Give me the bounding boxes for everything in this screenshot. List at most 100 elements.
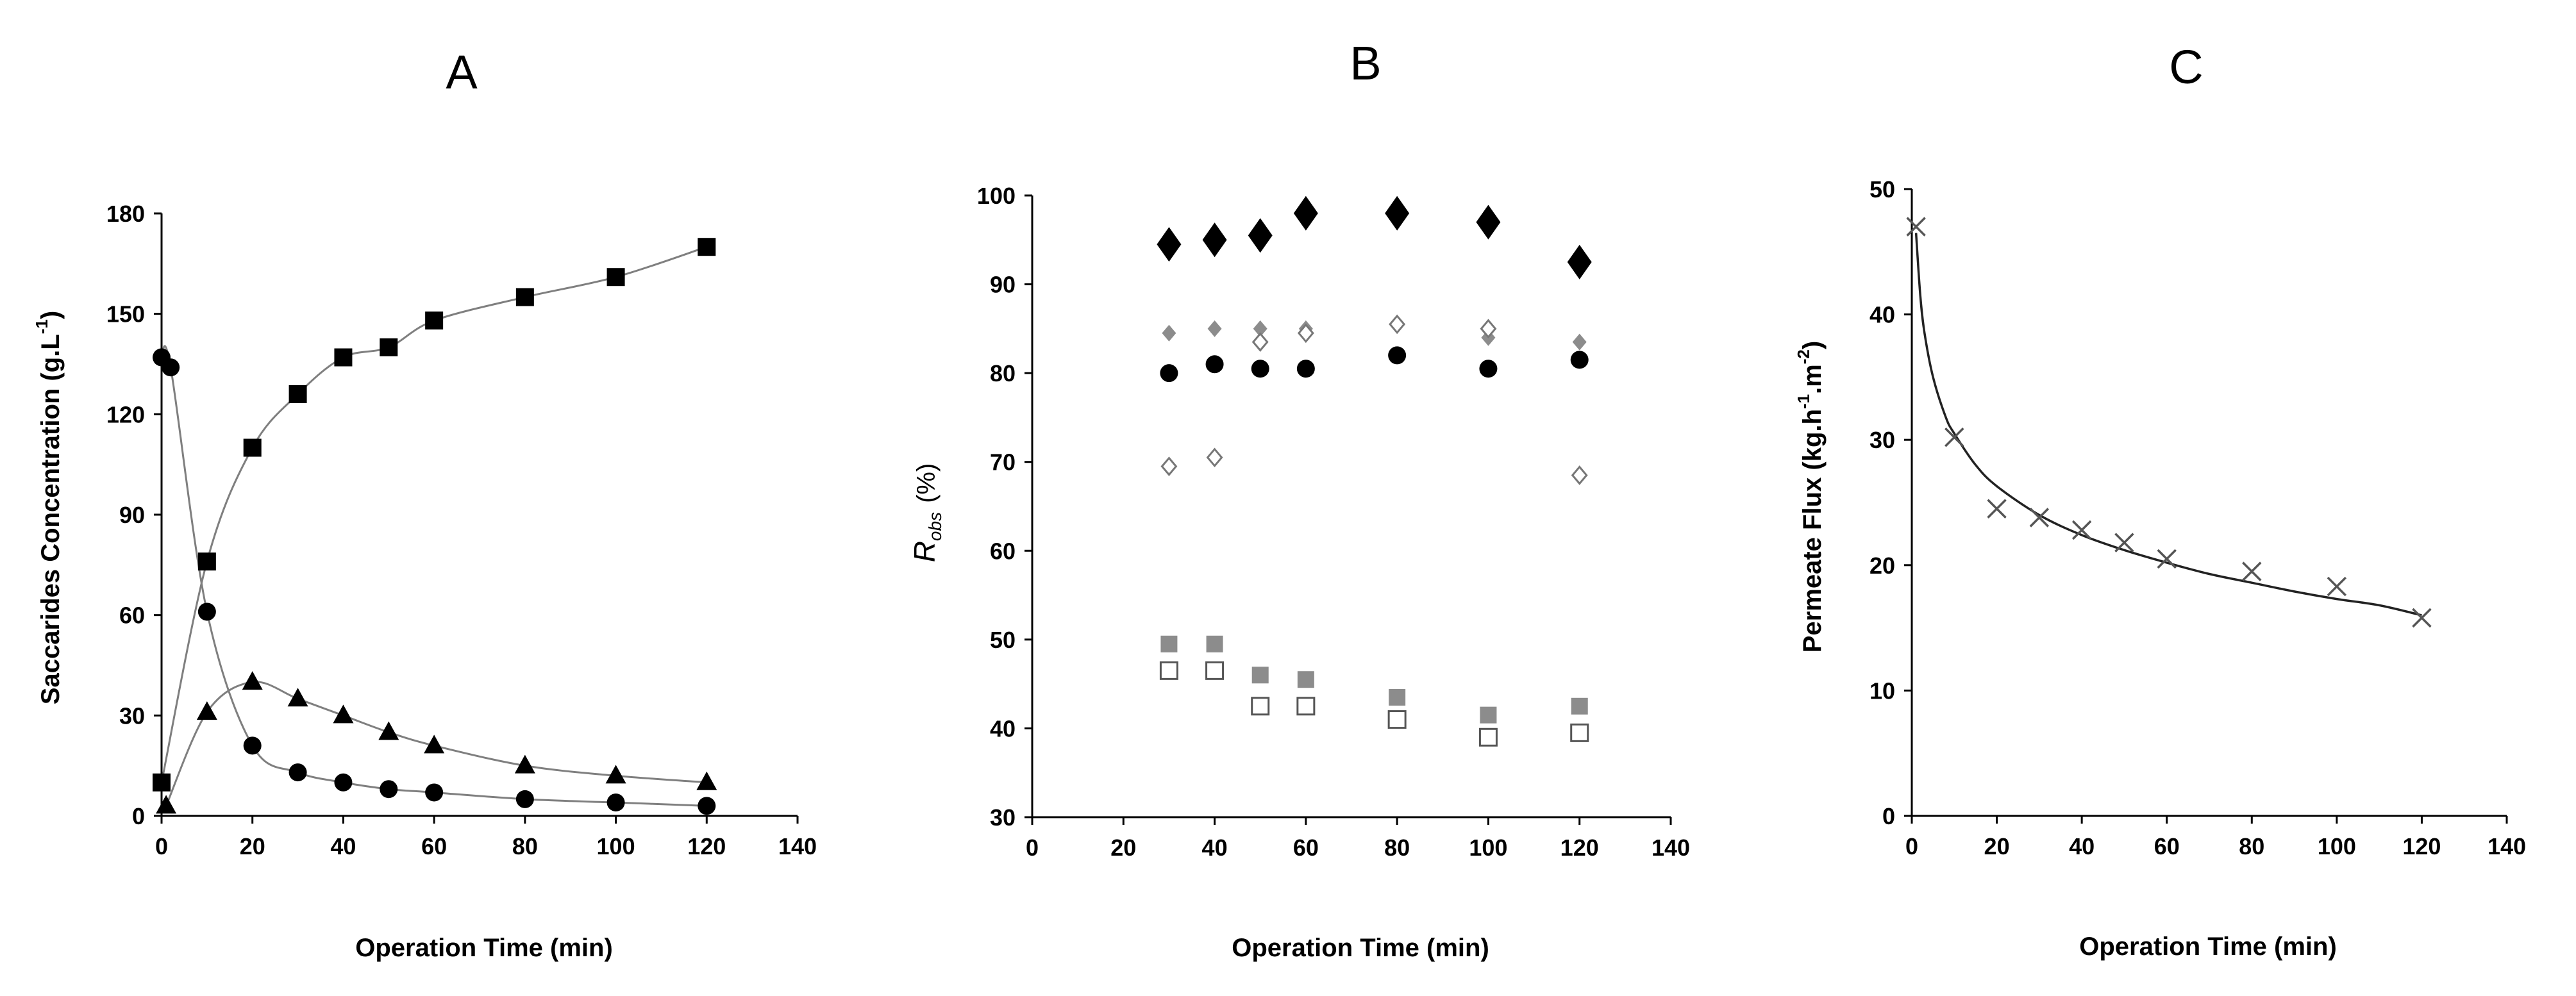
panel-a-series-2-point: [696, 771, 717, 790]
panel-c-series-0-point: [2029, 508, 2050, 527]
panel-b-series-3-point: [1206, 447, 1223, 468]
panel-b-x-tick-label: 20: [1110, 834, 1136, 861]
panel-b-series-5-point: [1251, 697, 1270, 716]
panel-b-series-3-point: [1571, 465, 1588, 485]
panel-b-y-axis-label: Robs (%): [908, 463, 945, 563]
panel-a-series-2-line: [165, 681, 707, 806]
panel-b-y-tick-label: 40: [990, 715, 1016, 742]
panel-b: B Operation Time (min) Robs (%) 0 20 40 60 80…: [908, 37, 1690, 962]
panel-b-series-1-point: [1253, 320, 1267, 337]
panel-a-series-0-point: [243, 438, 262, 457]
panel-b-series-0-point: [1248, 218, 1273, 253]
panel-b-series-0-point: [1157, 227, 1182, 262]
panel-a-series-1-point: [698, 797, 716, 815]
panel-a-plot-area: 0 20 40 60 80 100 120 140 0 30 60 90 120 150 180: [106, 201, 817, 859]
panel-a-x-axis-label: Operation Time (min): [355, 934, 613, 962]
panel-c-y-label-sup1: -1: [1794, 394, 1813, 409]
panel-b-series-3-point: [1160, 456, 1178, 476]
panel-b-y-tick-label: 90: [990, 272, 1016, 298]
panel-b-series-5-point: [1387, 710, 1407, 729]
panel-c-x-tick-label: 40: [2069, 833, 2095, 859]
panel-b-x-tick-label: 60: [1293, 834, 1319, 861]
panel-a-series-0-point: [334, 348, 353, 367]
panel-b-y-label-unit: (%): [912, 463, 941, 503]
panel-c-series-0-point: [1906, 217, 1926, 237]
panel-b-series-0-point: [1385, 195, 1410, 231]
panel-a-series-1-line: [160, 345, 707, 807]
panel-c-series-0-point: [2157, 549, 2177, 569]
panel-b-series-2-point: [1479, 360, 1498, 378]
panel-c-y-tick-label: 0: [1882, 803, 1895, 829]
panel-a-series-2-point: [196, 701, 217, 720]
panel-a-x-tick-label: 100: [597, 833, 635, 859]
panel-a-y-axis-label: Saccarides Concentration (g.L-1): [32, 311, 65, 704]
panel-b-y-tick-label: 30: [990, 804, 1016, 831]
panel-c-x-tick-label: 0: [1905, 833, 1918, 859]
panel-b-series-4-point: [1251, 667, 1269, 684]
panel-a-y-tick-label: 150: [106, 301, 145, 328]
panel-c-x-tick-label: 20: [1984, 833, 2010, 859]
panel-c-series-0-point: [1987, 499, 2007, 519]
panel-c-series-0-point: [2412, 608, 2432, 628]
panel-b-y-tick-label: 100: [977, 183, 1016, 209]
panel-c-series-0-point: [1945, 427, 1964, 447]
panel-c-x-tick-label: 100: [2318, 833, 2356, 859]
panel-b-series-4-point: [1480, 706, 1497, 724]
panel-c-fit-curve: [1914, 233, 2422, 617]
panel-b-series-4-point: [1206, 635, 1223, 652]
panel-a-y-label-main: Saccarides Concentration (g.L: [37, 334, 65, 704]
panel-b-series-4-point: [1160, 635, 1178, 652]
panel-a-x-tick-label: 80: [512, 833, 538, 859]
panel-c-x-tick-label: 60: [2154, 833, 2180, 859]
panel-a-y-tick-label: 180: [106, 201, 145, 227]
panel-c-series-0-point: [2327, 576, 2347, 597]
panel-a-series-1-point: [334, 773, 353, 792]
panel-c-x-tick-label: 120: [2402, 833, 2441, 859]
panel-b-series-2-point: [1205, 355, 1224, 374]
panel-a-series-1-point: [425, 783, 444, 802]
panel-a-series-2-point: [333, 704, 354, 724]
panel-c-y-axis-label: Permeate Flux (kg.h-1.m-2): [1794, 341, 1827, 652]
panel-a-series-2-point: [605, 765, 626, 784]
panel-b-series-3-point: [1480, 319, 1497, 339]
panel-b-series-3-point: [1389, 314, 1406, 335]
panel-a-x-tick-label: 0: [155, 833, 168, 859]
panel-a-series-0-point: [380, 338, 398, 356]
panel-a-series-0-point: [515, 288, 534, 306]
panel-a-y-label-sup: -1: [32, 319, 51, 334]
panel-b-plot-area: 0 20 40 60 80 100 120 140 30 40 50 60 70 80 90 100: [977, 183, 1690, 861]
panel-b-series-1-point: [1572, 333, 1587, 351]
panel-b-y-tick-label: 50: [990, 627, 1016, 653]
panel-a-series-1-point: [197, 602, 216, 621]
panel-a: A Operation Time (min) Saccarides Concen…: [32, 46, 817, 962]
panel-c-series-0-point: [2242, 561, 2262, 581]
panel-a-series-2-point: [514, 754, 535, 774]
panel-b-series-3-point: [1251, 332, 1269, 352]
panel-b-series-4-point: [1389, 688, 1406, 706]
panel-b-series-4-point: [1571, 697, 1588, 715]
panel-c-y-tick-label: 10: [1869, 677, 1895, 704]
panel-b-series-0-point: [1567, 244, 1592, 279]
panel-c-y-tick-label: 40: [1869, 302, 1895, 328]
panel-a-series-1-point: [289, 763, 307, 782]
panel-a-series-1-point: [380, 780, 398, 799]
panel-c-series-0-point: [2114, 533, 2134, 552]
panel-b-series-1-point: [1162, 324, 1176, 342]
panel-b-y-tick-label: 80: [990, 360, 1016, 386]
panel-c-y-tick-label: 20: [1869, 552, 1895, 579]
panel-a-x-tick-label: 20: [240, 833, 265, 859]
panel-b-series-5-point: [1478, 727, 1498, 747]
panel-a-series-2-point: [156, 795, 177, 814]
panel-c-series-0-point: [2071, 520, 2092, 540]
panel-c-y-label-mid: .m: [1798, 364, 1827, 394]
panel-b-series-2-point: [1570, 351, 1589, 369]
panel-b-x-tick-label: 140: [1652, 834, 1690, 861]
panel-a-series-1-point: [243, 736, 262, 755]
panel-a-y-tick-label: 30: [119, 702, 145, 729]
panel-a-y-tick-label: 120: [106, 401, 145, 427]
panel-b-series-5-point: [1570, 723, 1589, 742]
panel-a-x-tick-label: 140: [778, 833, 817, 859]
panel-b-title: B: [1350, 37, 1381, 90]
panel-c-y-label-main: Permeate Flux (kg.h: [1798, 409, 1827, 652]
